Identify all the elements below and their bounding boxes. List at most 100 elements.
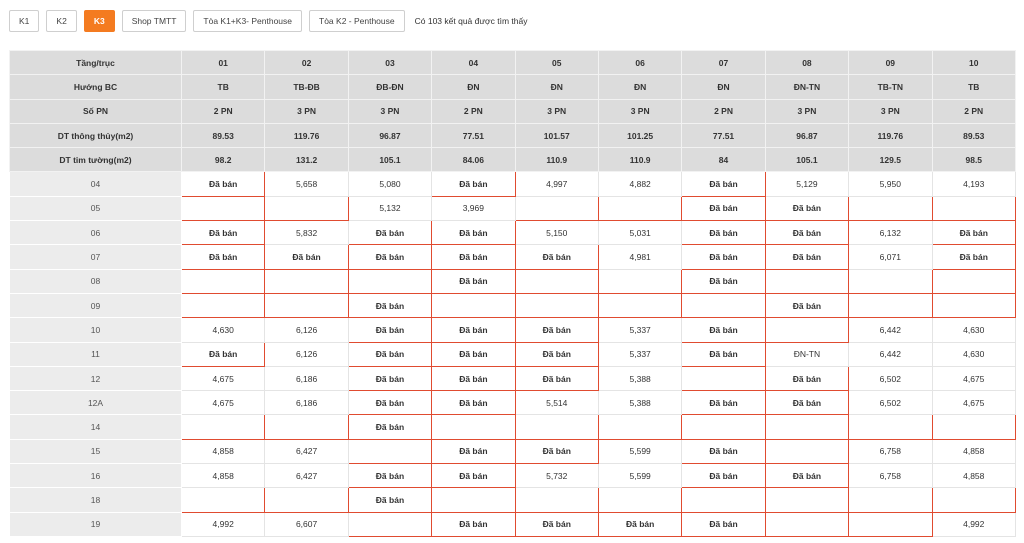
sold-cell[interactable]: Đã bán <box>347 463 433 489</box>
sold-cell[interactable]: Đã bán <box>764 195 850 222</box>
price-cell[interactable]: 5,337 <box>597 341 683 367</box>
price-cell[interactable]: 4,992 <box>180 511 266 537</box>
price-cell[interactable]: 4,193 <box>931 171 1017 197</box>
sold-cell[interactable]: Đã bán <box>931 220 1017 246</box>
price-cell[interactable]: 5,132 <box>347 195 433 222</box>
price-cell[interactable]: 6,427 <box>264 463 349 489</box>
sold-cell[interactable]: Đã bán <box>347 341 433 367</box>
price-cell[interactable]: 5,658 <box>264 171 349 197</box>
price-cell[interactable]: 4,858 <box>180 463 266 489</box>
sold-cell[interactable]: Đã bán <box>347 317 433 343</box>
price-cell[interactable]: 5,514 <box>514 390 599 416</box>
price-cell[interactable]: 5,337 <box>597 317 683 343</box>
sold-cell[interactable]: Đã bán <box>347 414 433 440</box>
price-cell[interactable]: 5,080 <box>347 171 433 197</box>
price-cell[interactable]: 4,675 <box>931 365 1017 392</box>
sold-cell[interactable]: Đã bán <box>431 390 516 416</box>
tab-k3[interactable]: K3 <box>83 10 115 32</box>
price-cell[interactable]: 6,126 <box>264 317 349 343</box>
sold-cell[interactable]: Đã bán <box>180 220 266 246</box>
price-cell[interactable]: 4,675 <box>931 390 1017 416</box>
sold-cell[interactable]: Đã bán <box>431 463 516 489</box>
sold-cell[interactable]: Đã bán <box>764 365 850 392</box>
sold-cell[interactable]: Đã bán <box>514 341 599 367</box>
tab-t-a-k1-k3-penthouse[interactable]: Tòa K1+K3- Penthouse <box>193 10 303 32</box>
sold-cell[interactable]: Đã bán <box>431 244 516 270</box>
sold-cell[interactable]: Đã bán <box>180 244 266 270</box>
price-cell[interactable]: 4,858 <box>931 463 1017 489</box>
sold-cell[interactable]: Đã bán <box>681 511 766 537</box>
sold-cell[interactable]: Đã bán <box>681 268 766 294</box>
sold-cell[interactable]: Đã bán <box>431 268 516 294</box>
sold-cell[interactable]: Đã bán <box>514 365 599 392</box>
price-cell[interactable]: 5,599 <box>597 438 683 465</box>
sold-cell[interactable]: Đã bán <box>514 317 599 343</box>
sold-cell[interactable]: Đã bán <box>431 171 516 197</box>
sold-cell[interactable]: Đã bán <box>681 195 766 222</box>
sold-cell[interactable]: Đã bán <box>347 220 433 246</box>
price-cell[interactable]: 4,882 <box>597 171 683 197</box>
sold-cell[interactable]: Đã bán <box>431 365 516 392</box>
sold-cell[interactable]: Đã bán <box>347 244 433 270</box>
price-cell[interactable]: 4,858 <box>931 438 1017 465</box>
sold-cell[interactable]: Đã bán <box>681 171 766 197</box>
sold-cell[interactable]: Đã bán <box>180 341 266 367</box>
price-cell[interactable]: 4,675 <box>180 390 266 416</box>
price-cell[interactable]: 5,832 <box>264 220 349 246</box>
price-cell[interactable]: ĐN-TN <box>764 341 850 367</box>
price-cell[interactable]: 4,675 <box>180 365 266 392</box>
sold-cell[interactable]: Đã bán <box>264 244 349 270</box>
price-cell[interactable]: 4,981 <box>597 244 683 270</box>
price-cell[interactable]: 6,758 <box>848 438 933 465</box>
price-cell[interactable]: 6,442 <box>848 317 933 343</box>
sold-cell[interactable]: Đã bán <box>514 244 599 270</box>
sold-cell[interactable]: Đã bán <box>681 390 766 416</box>
price-cell[interactable]: 5,031 <box>597 220 683 246</box>
sold-cell[interactable]: Đã bán <box>681 317 766 343</box>
price-cell[interactable]: 5,150 <box>514 220 599 246</box>
price-cell[interactable]: 4,630 <box>180 317 266 343</box>
price-cell[interactable]: 5,732 <box>514 463 599 489</box>
price-cell[interactable]: 6,126 <box>264 341 349 367</box>
sold-cell[interactable]: Đã bán <box>347 365 433 392</box>
sold-cell[interactable]: Đã bán <box>764 390 850 416</box>
price-cell[interactable]: 6,186 <box>264 365 349 392</box>
sold-cell[interactable]: Đã bán <box>514 511 599 537</box>
sold-cell[interactable]: Đã bán <box>764 292 850 319</box>
price-cell[interactable]: 5,388 <box>597 365 683 392</box>
price-cell[interactable]: 4,630 <box>931 317 1017 343</box>
sold-cell[interactable]: Đã bán <box>431 317 516 343</box>
price-cell[interactable]: 6,607 <box>264 511 349 537</box>
sold-cell[interactable]: Đã bán <box>431 341 516 367</box>
tab-k2[interactable]: K2 <box>46 10 77 32</box>
price-cell[interactable]: 6,502 <box>848 390 933 416</box>
sold-cell[interactable]: Đã bán <box>597 511 683 537</box>
price-cell[interactable]: 6,427 <box>264 438 349 465</box>
sold-cell[interactable]: Đã bán <box>514 438 599 465</box>
sold-cell[interactable]: Đã bán <box>347 487 433 513</box>
price-cell[interactable]: 3,969 <box>431 195 516 222</box>
sold-cell[interactable]: Đã bán <box>681 244 766 270</box>
sold-cell[interactable]: Đã bán <box>681 220 766 246</box>
sold-cell[interactable]: Đã bán <box>180 171 266 197</box>
sold-cell[interactable]: Đã bán <box>764 244 850 270</box>
price-cell[interactable]: 6,502 <box>848 365 933 392</box>
price-cell[interactable]: 5,599 <box>597 463 683 489</box>
price-cell[interactable]: 6,132 <box>848 220 933 246</box>
tab-k1[interactable]: K1 <box>9 10 40 32</box>
price-cell[interactable]: 6,442 <box>848 341 933 367</box>
tab-t-a-k2-penthouse[interactable]: Tòa K2 - Penthouse <box>309 10 405 32</box>
sold-cell[interactable]: Đã bán <box>764 220 850 246</box>
sold-cell[interactable]: Đã bán <box>431 220 516 246</box>
sold-cell[interactable]: Đã bán <box>347 292 433 319</box>
price-cell[interactable]: 6,758 <box>848 463 933 489</box>
tab-shop-tmtt[interactable]: Shop TMTT <box>121 10 187 32</box>
sold-cell[interactable]: Đã bán <box>347 390 433 416</box>
price-cell[interactable]: 5,388 <box>597 390 683 416</box>
sold-cell[interactable]: Đã bán <box>681 463 766 489</box>
sold-cell[interactable]: Đã bán <box>764 463 850 489</box>
price-cell[interactable]: 4,997 <box>514 171 599 197</box>
price-cell[interactable]: 5,950 <box>848 171 933 197</box>
sold-cell[interactable]: Đã bán <box>431 511 516 537</box>
sold-cell[interactable]: Đã bán <box>681 438 766 465</box>
